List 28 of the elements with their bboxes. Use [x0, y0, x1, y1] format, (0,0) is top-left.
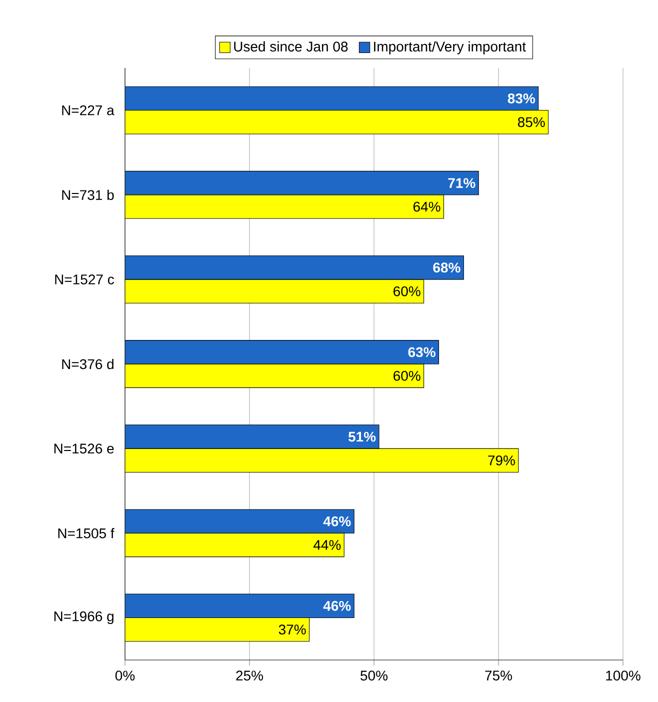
- data-label: 68%: [433, 262, 460, 273]
- x-tick-label: 50%: [360, 670, 388, 681]
- data-label: 60%: [394, 370, 420, 381]
- data-label: 79%: [488, 455, 515, 466]
- y-tick-label: N=227 a: [62, 105, 114, 116]
- data-label: 46%: [323, 516, 351, 526]
- data-label: 64%: [413, 202, 440, 212]
- x-tick-label: 25%: [236, 670, 263, 681]
- data-label: 60%: [394, 286, 420, 296]
- x-tick-label: 0%: [115, 670, 135, 681]
- data-label: 85%: [518, 117, 545, 128]
- data-label: 71%: [448, 178, 476, 188]
- legend-label: Important/Very important: [374, 41, 526, 54]
- data-label: 46%: [323, 600, 351, 611]
- data-label: 83%: [508, 93, 536, 104]
- data-label: 51%: [348, 432, 376, 442]
- x-tick-label: 75%: [485, 670, 512, 680]
- y-tick-label: N=376 d: [62, 358, 114, 370]
- y-tick-label: N=731 b: [62, 190, 114, 200]
- x-tick-label: 100%: [606, 670, 640, 681]
- data-label: 44%: [313, 540, 341, 550]
- y-tick-label: N=1966 g: [54, 611, 114, 624]
- data-label: 37%: [278, 624, 306, 635]
- y-tick-label: N=1505 f: [58, 528, 114, 538]
- legend-label: Used since Jan 08: [234, 41, 348, 52]
- y-tick-label: N=1527 c: [55, 274, 114, 284]
- y-tick-label: N=1526 e: [54, 444, 114, 454]
- data-label: 63%: [408, 347, 436, 358]
